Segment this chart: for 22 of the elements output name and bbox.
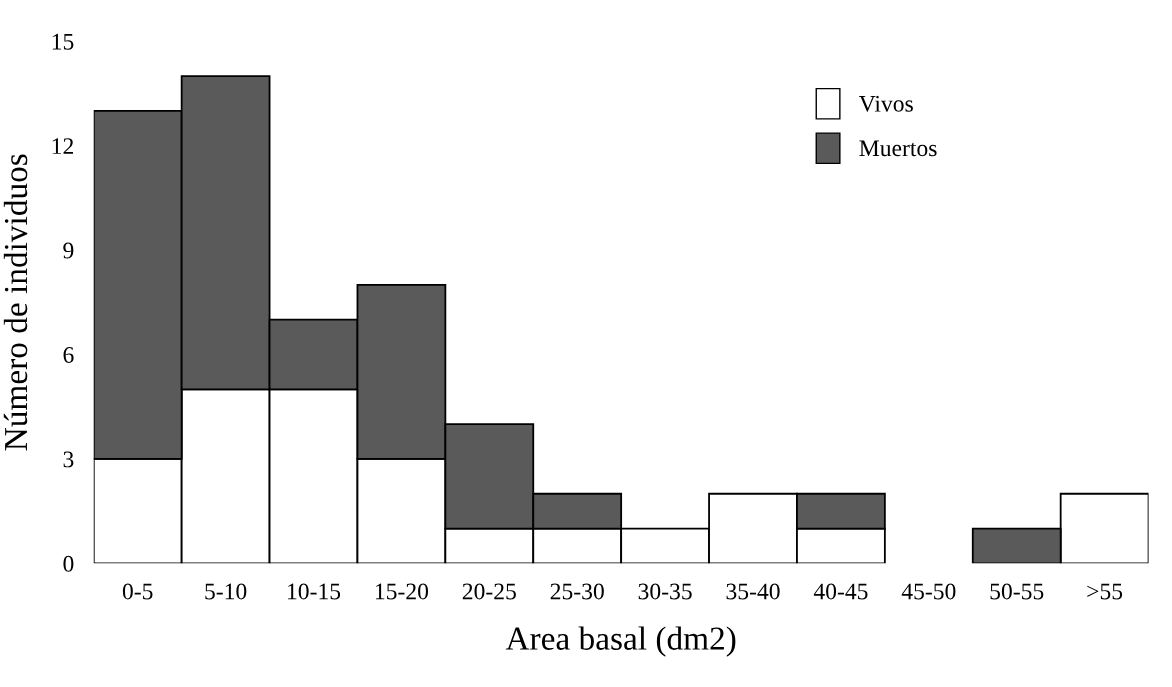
y-tick-label: 3: [63, 451, 74, 468]
x-tick-label: 30-35: [638, 583, 692, 600]
y-tick-label: 0: [63, 555, 74, 572]
y-tick-label: 6: [63, 347, 74, 363]
x-tick-label: 45-50: [901, 583, 956, 600]
y-tick-label: 9: [63, 242, 74, 259]
x-tick-label: 10-15: [288, 583, 341, 600]
y-tick-label: 12: [52, 138, 74, 154]
x-tick-label: >55: [1087, 583, 1123, 600]
x-tick-label: 20-25: [462, 583, 516, 600]
x-axis-title: Area basal (dm2): [505, 626, 736, 657]
x-tick-label: 25-30: [550, 583, 604, 600]
y-axis-title: Número de individuos: [3, 154, 28, 451]
legend-label: Vivos: [859, 95, 913, 112]
x-tick-label: 0-5: [122, 583, 153, 600]
legend-label: Muertos: [859, 140, 937, 157]
x-tick-label: 40-45: [813, 583, 868, 600]
x-tick-label: 35-40: [726, 583, 780, 600]
x-tick-label: 50-55: [990, 583, 1044, 600]
y-tick-label: 15: [52, 33, 74, 50]
x-tick-label: 15-20: [375, 583, 429, 600]
x-tick-label: 5-10: [205, 583, 247, 600]
